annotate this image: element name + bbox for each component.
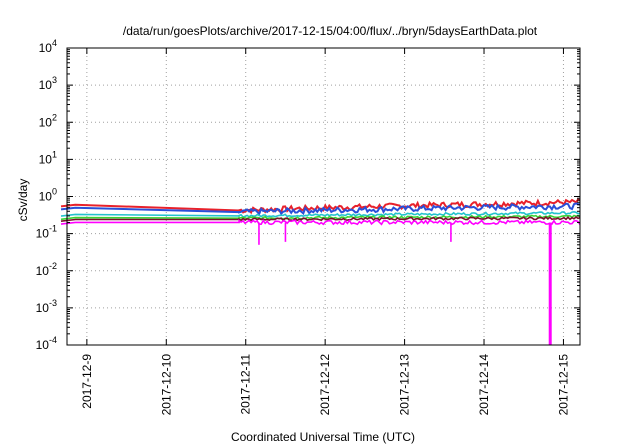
y-tick-label: 10-2 xyxy=(36,261,57,278)
series-line xyxy=(60,219,581,226)
series-line xyxy=(60,210,581,218)
x-tick-label: 2017-12-10 xyxy=(159,354,173,416)
x-tick-label: 2017-12-14 xyxy=(477,354,491,416)
y-axis: 10-4 10-3 10-2 10-1 100 101 102 103 104 xyxy=(36,38,580,352)
y-axis-label: cSv/day xyxy=(16,179,30,222)
x-tick-label: 2017-12-12 xyxy=(318,354,332,416)
series-line xyxy=(60,202,581,216)
grid xyxy=(67,48,580,345)
y-tick-label: 102 xyxy=(39,112,57,129)
x-axis-label: Coordinated Universal Time (UTC) xyxy=(231,430,415,444)
y-tick-label: 104 xyxy=(39,38,57,55)
x-tick-label: 2017-12-15 xyxy=(556,354,570,416)
x-axis: 2017-12-9 2017-12-10 2017-12-11 2017-12-12 2… xyxy=(80,48,570,416)
x-tick-label: 2017-12-11 xyxy=(239,354,253,415)
y-tick-label: 103 xyxy=(39,75,57,92)
y-tick-label: 100 xyxy=(39,187,57,204)
x-tick-label: 2017-12-9 xyxy=(80,354,94,409)
chart-title: /data/run/goesPlots/archive/2017-12-15/0… xyxy=(123,24,538,38)
series-line xyxy=(60,215,581,222)
y-tick-label: 10-3 xyxy=(36,298,57,315)
series-group xyxy=(60,198,581,345)
x-tick-label: 2017-12-13 xyxy=(398,354,412,416)
y-tick-label: 10-4 xyxy=(36,335,57,352)
y-tick-label: 10-1 xyxy=(36,224,57,241)
y-tick-label: 101 xyxy=(39,149,57,166)
